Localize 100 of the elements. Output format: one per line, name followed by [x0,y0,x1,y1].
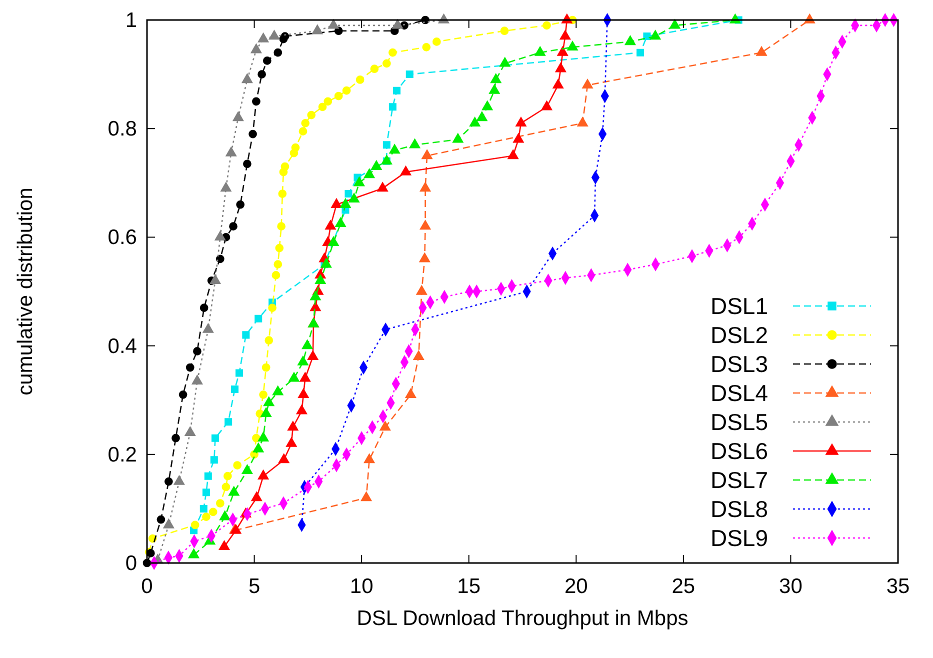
point [298,127,308,136]
point [200,304,208,312]
point [268,304,276,312]
point [251,492,262,502]
point [567,40,578,50]
point [419,252,430,262]
point [335,217,346,227]
point [254,314,262,322]
point [420,220,431,230]
point [328,236,339,246]
point [286,437,297,447]
point [314,274,326,284]
point [274,48,282,57]
point [243,160,252,168]
point [400,166,412,176]
point [258,70,266,78]
point [307,110,316,120]
point [348,192,360,203]
point [669,19,680,29]
point [277,222,286,231]
y-tick-label: 0.6 [108,226,137,250]
point [382,141,390,149]
point [268,30,280,40]
point [342,86,351,95]
point [297,356,308,366]
point [252,434,260,442]
point [275,244,284,252]
y-tick-label: 0 [125,552,137,575]
point [262,56,272,65]
point [542,21,551,30]
point [406,70,414,78]
point [344,190,352,198]
point [202,512,210,522]
point [233,461,242,470]
point [756,46,768,56]
point [388,103,396,111]
x-tick-label: 25 [672,575,696,598]
point [258,470,269,480]
point [252,97,260,106]
point [186,363,194,372]
point [272,386,284,396]
legend-label: DSL8 [710,496,768,522]
point [163,518,174,528]
point [287,420,298,431]
point [258,32,269,42]
point [164,477,173,486]
point [552,78,564,89]
point [330,198,342,208]
point [500,26,509,36]
point [432,38,441,46]
point [409,138,420,148]
point [214,230,226,241]
point [482,100,493,110]
point [222,482,230,492]
y-tick-label: 0.4 [108,334,138,358]
point [192,374,203,384]
point [324,97,332,106]
legend-label: DSL1 [710,293,768,319]
point [310,290,321,300]
point [208,508,218,516]
point [202,323,214,333]
point [307,350,318,360]
legend-label: DSL7 [710,467,768,493]
point [252,442,264,452]
point [324,220,336,230]
point [334,92,343,100]
point [218,540,230,550]
point [262,363,270,372]
point [250,44,262,54]
point [555,62,566,72]
point [320,258,332,268]
point [242,464,253,474]
point [452,133,464,143]
point [364,168,375,178]
legend-label: DSL5 [710,409,768,435]
point [229,222,238,231]
x-tick-label: 0 [141,575,153,598]
point [242,73,253,84]
point [490,73,502,84]
point [202,488,210,496]
point [360,492,372,502]
point [310,302,321,312]
legend-label: DSL9 [710,525,768,551]
point [184,426,196,436]
point [172,434,180,442]
x-tick-label: 30 [779,575,802,598]
point [274,260,282,269]
point [219,510,230,520]
point [388,48,397,57]
x-tick-label: 15 [457,575,481,598]
point [216,254,224,264]
point [413,350,424,360]
point [258,432,269,442]
point [382,59,391,68]
point [416,285,428,295]
point [226,146,237,156]
point [420,182,431,192]
y-axis-title: cumulative distribution [14,188,37,396]
point [393,86,401,94]
x-tick-label: 10 [350,575,374,598]
